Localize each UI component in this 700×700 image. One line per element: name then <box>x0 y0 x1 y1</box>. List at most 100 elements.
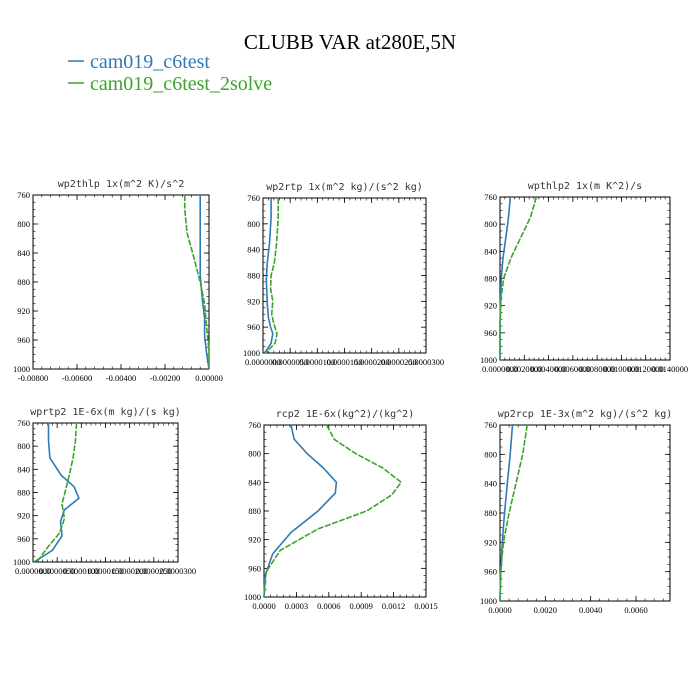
y-tick-label: 960 <box>484 567 497 577</box>
x-tick-label: 0.0120000 <box>628 364 664 374</box>
x-tick-label: -0.00200 <box>150 373 180 383</box>
y-tick-label: 840 <box>484 479 497 489</box>
panel-3: wprtp2 1E-6x(m kg)/(s kg)760 800 840 880 920… <box>13 407 196 576</box>
panel-1: wp2rtp 1x(m^2 kg)/(s^2 kg) 760 800 840 880 92… <box>243 182 444 367</box>
panel-title: rcp2 1E-6x(kg^2)/(kg^2) <box>276 409 414 420</box>
y-tick-label: 960 <box>484 328 497 338</box>
plot-frame <box>32 422 179 563</box>
x-tick-label: 0.0000100 <box>63 566 99 576</box>
y-tick-label: 800 <box>484 219 497 229</box>
x-tick-label: 0.0000000 <box>482 364 518 374</box>
y-tick-label: 800 <box>17 219 30 229</box>
y-tick-label: 760 <box>484 192 497 202</box>
plot-frame <box>499 196 671 361</box>
x-tick-label: 0.0000150 <box>326 357 362 367</box>
y-tick-label: 800 <box>17 441 30 451</box>
y-tick-label: 880 <box>17 488 30 498</box>
y-tick-label: 1000 <box>13 364 30 374</box>
panel-title: wpthlp2 1x(m K^2)/s <box>528 181 642 192</box>
x-tick-label: 0.0020000 <box>506 364 542 374</box>
series-line-cam019_c6test <box>199 195 210 370</box>
x-tick-label: 0.0060000 <box>555 364 591 374</box>
x-tick-label: 0.0000300 <box>408 357 444 367</box>
x-tick-label: 0.0000250 <box>381 357 417 367</box>
y-tick-label: 960 <box>17 534 30 544</box>
y-tick-label: 800 <box>484 449 497 459</box>
series-line-cam019_c6test <box>263 198 274 354</box>
y-tick-label: 800 <box>248 449 261 459</box>
x-tick-label: 0.0040 <box>579 605 602 615</box>
y-tick-label: 760 <box>17 190 30 200</box>
x-tick-label: 0.0000250 <box>136 566 172 576</box>
series-line-cam019_c6test_2solve <box>184 195 210 369</box>
x-tick-label: 0.0015 <box>414 601 437 611</box>
y-tick-label: 920 <box>248 535 261 545</box>
panel-title: wp2rcp 1E-3x(m^2 kg)/(s^2 kg) <box>498 409 673 420</box>
y-tick-label: 960 <box>17 335 30 345</box>
y-tick-label: 760 <box>248 420 261 430</box>
y-tick-label: 840 <box>17 464 30 474</box>
y-tick-label: 920 <box>484 537 497 547</box>
y-tick-label: 840 <box>247 245 260 255</box>
series-line-cam019_c6test <box>499 196 512 360</box>
y-tick-label: 1000 <box>13 557 30 567</box>
x-tick-label: -0.00600 <box>62 373 92 383</box>
y-tick-label: 920 <box>17 511 30 521</box>
x-tick-label: 0.0012 <box>382 601 405 611</box>
y-tick-label: 960 <box>248 563 261 573</box>
series-line-cam019_c6test_2solve <box>263 424 403 598</box>
x-tick-label: 0.0000 <box>488 605 511 615</box>
y-tick-label: 1000 <box>480 596 497 606</box>
y-tick-label: 880 <box>247 271 260 281</box>
plot-frame <box>263 424 427 598</box>
x-tick-label: 0.0000000 <box>15 566 51 576</box>
x-tick-label: 0.0003 <box>285 601 308 611</box>
series-line-cam019_c6test <box>263 424 338 598</box>
x-tick-label: 0.0060 <box>624 605 647 615</box>
x-tick-label: 0.0000200 <box>354 357 390 367</box>
x-tick-label: 0.0000300 <box>160 566 196 576</box>
x-tick-label: 0.0000 <box>252 601 275 611</box>
y-tick-label: 840 <box>17 248 30 258</box>
legend-label-0: cam019_c6test <box>90 51 210 73</box>
y-tick-label: 880 <box>248 506 261 516</box>
x-tick-label: 0.0009 <box>350 601 373 611</box>
y-tick-label: 880 <box>17 277 30 287</box>
y-tick-label: 1000 <box>480 355 497 365</box>
x-tick-label: 0.0000100 <box>299 357 335 367</box>
y-tick-label: 880 <box>484 274 497 284</box>
x-tick-label: 0.0040000 <box>531 364 567 374</box>
x-tick-label: -0.00800 <box>18 373 48 383</box>
plot-frame <box>262 197 427 354</box>
series-line-cam019_c6test <box>499 424 514 602</box>
panel-title: wprtp2 1E-6x(m kg)/(s kg) <box>30 407 181 418</box>
y-tick-label: 920 <box>247 296 260 306</box>
panel-2: wpthlp2 1x(m K^2)/s 760 800 840 880 920 960 100… <box>480 181 688 374</box>
x-tick-label: 0.0000150 <box>87 566 123 576</box>
y-tick-label: 840 <box>248 477 261 487</box>
x-tick-label: 0.00000 <box>195 373 223 383</box>
x-tick-label: 0.0140000 <box>652 364 688 374</box>
x-tick-label: 0.0000000 <box>245 357 281 367</box>
plot-frame <box>32 194 210 370</box>
x-tick-label: 0.0000200 <box>112 566 148 576</box>
panel-4: rcp2 1E-6x(kg^2)/(kg^2) 760 800 840 880 920 96… <box>244 409 438 611</box>
series-line-cam019_c6test_2solve <box>36 422 78 563</box>
panels: wp2thlp 1x(m^2 K)/s^2 760 800 840 880 920 960 1… <box>13 179 688 615</box>
legend: cam019_c6test cam019_c6test_2solve <box>68 51 272 95</box>
x-tick-label: 0.0000050 <box>272 357 308 367</box>
panel-5: wp2rcp 1E-3x(m^2 kg)/(s^2 kg)760 800 840 88… <box>480 409 672 615</box>
y-tick-label: 760 <box>484 420 497 430</box>
y-tick-label: 920 <box>17 306 30 316</box>
y-tick-label: 840 <box>484 246 497 256</box>
x-tick-label: -0.00400 <box>106 373 136 383</box>
series-line-cam019_c6test_2solve <box>499 196 538 360</box>
x-tick-label: 0.0006 <box>317 601 340 611</box>
y-tick-label: 800 <box>247 219 260 229</box>
x-tick-label: 0.0080000 <box>579 364 615 374</box>
panel-title: wp2thlp 1x(m^2 K)/s^2 <box>58 179 184 190</box>
series-line-cam019_c6test <box>33 423 80 563</box>
y-tick-label: 760 <box>247 193 260 203</box>
y-tick-label: 1000 <box>243 348 260 358</box>
